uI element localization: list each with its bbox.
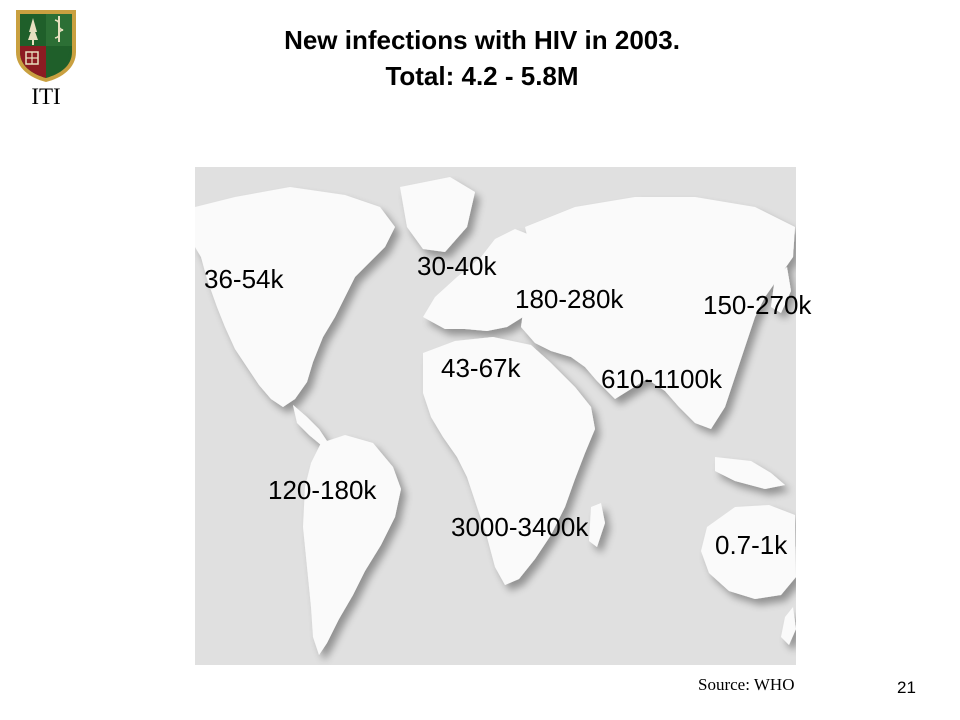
japan-land (771, 267, 791, 313)
label-north-africa-middle-east: 43-67k (441, 353, 521, 383)
south-america-land (303, 435, 401, 655)
iti-logo-shield (16, 10, 76, 82)
australia-land (701, 505, 796, 599)
greenland-land (400, 177, 475, 252)
label-eastern-europe-central-asia: 180-280k (515, 284, 624, 314)
central-america-land (293, 405, 327, 445)
europe-land (423, 229, 541, 331)
southeast-asia-islands-land (715, 457, 785, 489)
logo-text: ITI (31, 84, 61, 109)
new-zealand-land (781, 607, 796, 645)
label-south-southeast-asia: 610-1100k (601, 364, 722, 394)
label-western-europe: 30-40k (417, 251, 497, 281)
label-north-america: 36-54k (204, 264, 284, 294)
madagascar-land (589, 503, 605, 547)
africa-land (423, 337, 595, 585)
north-america-land (195, 187, 395, 407)
world-map-land (195, 177, 796, 655)
source-note: Source: WHO (698, 675, 795, 694)
label-latin-america: 120-180k (268, 475, 377, 505)
title-line-2: Total: 4.2 - 5.8M (385, 61, 579, 91)
label-east-asia: 150-270k (703, 290, 812, 320)
label-sub-saharan-africa: 3000-3400k (451, 512, 589, 542)
slide-title: New infections with HIV in 2003. Total: … (170, 22, 794, 94)
title-line-1: New infections with HIV in 2003. (284, 25, 680, 55)
world-map: 36-54k 30-40k 180-280k 150-270k 43-67k 6… (195, 167, 811, 665)
page-number: 21 (897, 678, 916, 697)
label-oceania: 0.7-1k (715, 530, 788, 560)
asia-land (521, 197, 795, 429)
